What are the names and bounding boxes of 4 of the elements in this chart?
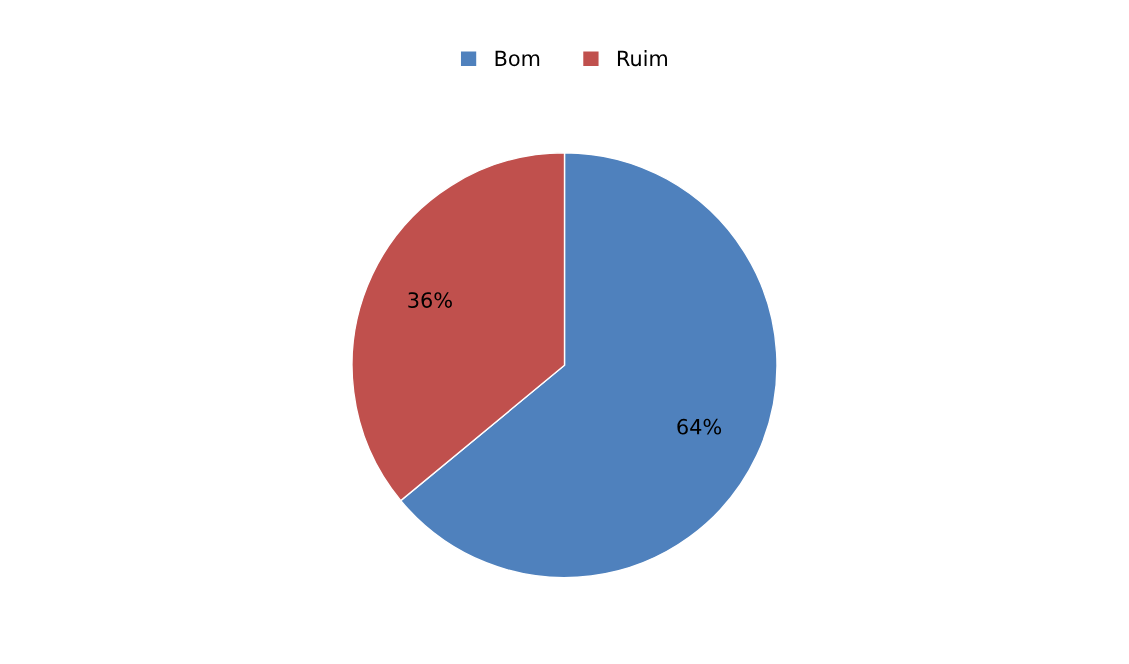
legend-label: Bom	[495, 50, 540, 67]
data-label: 64%	[677, 418, 722, 435]
data-label: 36%	[408, 292, 452, 308]
legend-label: Ruim	[617, 50, 667, 67]
